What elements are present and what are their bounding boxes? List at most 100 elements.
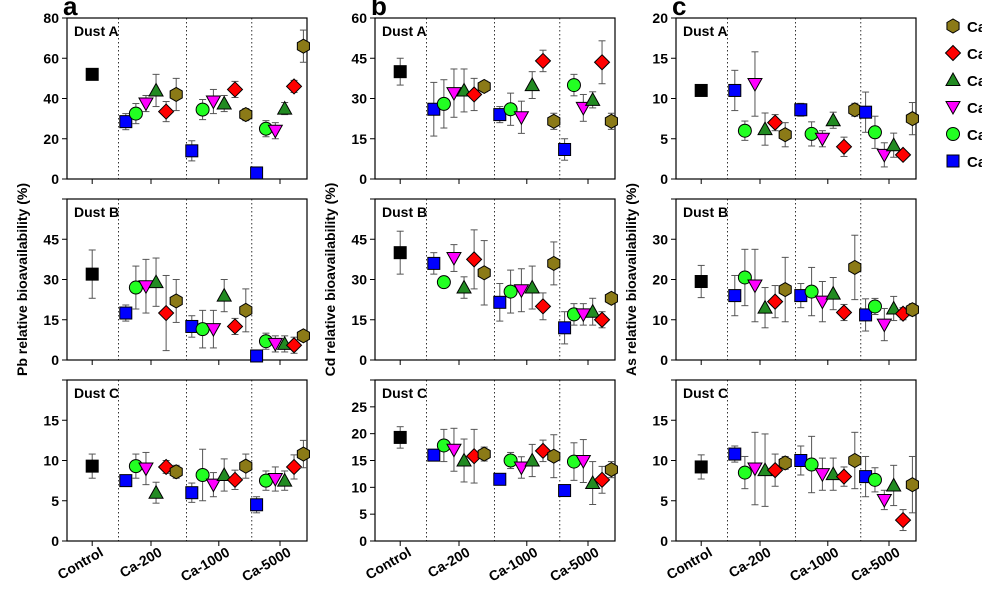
- data-point-s1-ca-200: [436, 96, 451, 111]
- y-tick-label: 15: [43, 412, 59, 428]
- y-tick-label: 20: [43, 131, 59, 147]
- x-tick-label: Ca-200: [117, 544, 165, 581]
- data-point-s2-ca-5000: [876, 148, 893, 163]
- data-point-s0-ca-1000: [794, 103, 808, 117]
- data-point-s0-ca-5000: [250, 498, 264, 512]
- dust-label: Dust B: [382, 204, 427, 220]
- data-point-s2-ca-200: [138, 462, 154, 477]
- y-axis-label-b: Cd relative bioavailability (%): [322, 183, 338, 377]
- data-point-s5-ca-1000: [848, 259, 862, 276]
- y-tick-label: 5: [51, 493, 59, 509]
- panel-c-row-1: 0 5 10 15 20 Dust A c: [652, 0, 919, 187]
- data-point-s3-ca-200: [148, 82, 164, 97]
- data-point-s2-ca-200: [446, 87, 462, 102]
- panel-a-row-3: 0 5 10 15 Dust C Control Ca-200 Ca-1000 Ca-5000: [43, 379, 310, 585]
- legend-label: Ca: [967, 19, 982, 36]
- data-point-s0-ca-1000: [185, 486, 199, 500]
- dust-label: Dust B: [683, 204, 728, 220]
- data-point-s0-ca-200: [119, 474, 133, 488]
- y-tick-label: 40: [43, 91, 59, 107]
- legend-label: Ca: [967, 73, 982, 90]
- data-point-s3-ca-200: [757, 121, 773, 136]
- data-point-s5-ca-1000: [547, 113, 561, 129]
- legend-label: Ca: [967, 127, 982, 144]
- data-point-s0-ca-1000: [493, 295, 507, 309]
- data-point-s2-ca-200: [446, 443, 462, 458]
- x-tick-label: Ca-5000: [848, 544, 903, 585]
- data-point-s2-ca-1000: [513, 111, 530, 126]
- y-tick-label: 30: [43, 272, 59, 288]
- data-point-s3-ca-1000: [825, 285, 842, 300]
- data-point-s2-ca-200: [138, 97, 154, 112]
- data-point-s5-ca-5000: [604, 462, 618, 478]
- data-point-s0-ca-200: [728, 83, 742, 97]
- data-point-s4-ca-5000: [593, 54, 611, 71]
- control-point: [393, 430, 407, 444]
- panels: 0 20 40 60 80 Dust A a 0 15 30 45 Dust B 0 5 10 15 Dust …: [14, 0, 919, 585]
- data-point-s4-ca-1000: [835, 138, 853, 156]
- y-tick-label: 80: [43, 10, 59, 26]
- x-tick-label: Ca-5000: [239, 544, 294, 585]
- data-point-s3-ca-5000: [584, 475, 601, 490]
- data-point-s5-ca-200: [477, 446, 491, 462]
- legend-marker-s1: [946, 127, 960, 141]
- data-point-s0-ca-1000: [493, 108, 507, 122]
- data-point-s1-ca-1000: [503, 453, 518, 468]
- y-tick-label: 45: [351, 231, 367, 247]
- data-point-s0-ca-200: [119, 306, 133, 320]
- x-tick-label: Control: [664, 544, 715, 583]
- data-point-s4-ca-200: [766, 293, 784, 310]
- data-point-s2-ca-5000: [267, 337, 284, 352]
- data-point-s1-ca-1000: [804, 284, 819, 299]
- data-point-s1-ca-1000: [503, 284, 518, 299]
- dust-label: Dust C: [683, 385, 728, 401]
- data-point-s0-ca-5000: [558, 321, 572, 335]
- y-tick-label: 60: [43, 50, 59, 66]
- y-tick-label: 15: [351, 131, 367, 147]
- data-point-s2-ca-1000: [205, 323, 222, 338]
- data-point-s1-ca-1000: [503, 102, 518, 117]
- data-point-s5-ca-200: [778, 281, 792, 298]
- y-tick-label: 0: [359, 352, 367, 368]
- y-tick-label: 10: [351, 479, 367, 495]
- control-point: [85, 267, 99, 281]
- data-point-s5-ca-5000: [905, 477, 919, 493]
- data-point-s3-ca-1000: [216, 466, 233, 481]
- x-tick-label: Control: [363, 544, 414, 583]
- legend-label: Ca: [967, 154, 982, 171]
- legend-item-s5: Ca: [946, 18, 982, 36]
- data-point-s2-ca-1000: [205, 95, 222, 110]
- panel-frame: [66, 379, 308, 542]
- data-point-s2-ca-1000: [814, 132, 831, 147]
- data-point-s4-ca-1000: [226, 471, 244, 489]
- legend-label: Ca: [967, 46, 982, 63]
- dust-label: Dust C: [382, 385, 427, 401]
- y-tick-label: 30: [351, 272, 367, 288]
- y-tick-label: 5: [660, 131, 668, 147]
- control-point: [85, 459, 99, 473]
- panel-c-row-2: 0 10 20 30 Dust B: [652, 198, 919, 368]
- legend-item-s3: Ca: [945, 71, 982, 90]
- y-tick-label: 60: [351, 10, 367, 26]
- y-tick-label: 0: [660, 533, 668, 549]
- y-tick-label: 45: [351, 50, 367, 66]
- data-point-s2-ca-5000: [876, 493, 893, 508]
- data-point-s4-ca-5000: [285, 337, 303, 354]
- control-point: [85, 67, 99, 81]
- data-point-s5-ca-200: [169, 464, 183, 480]
- x-tick-label: Ca-200: [425, 544, 473, 581]
- data-point-s1-ca-5000: [867, 299, 882, 314]
- data-point-s0-ca-200: [728, 447, 742, 461]
- data-point-s4-ca-200: [465, 251, 483, 268]
- data-point-s4-ca-200: [157, 103, 175, 120]
- data-point-s4-ca-5000: [894, 146, 912, 164]
- data-point-s0-ca-5000: [558, 142, 572, 156]
- control-point: [393, 246, 407, 260]
- panel-a-row-1: 0 20 40 60 80 Dust A a: [43, 0, 310, 187]
- data-point-s3-ca-5000: [885, 137, 902, 152]
- data-point-s3-ca-1000: [524, 77, 541, 92]
- y-tick-label: 0: [660, 171, 668, 187]
- y-tick-label: 10: [652, 312, 668, 328]
- data-point-s2-ca-5000: [575, 455, 592, 470]
- y-axis-label-a: Pb relative bioavailability (%): [14, 183, 30, 376]
